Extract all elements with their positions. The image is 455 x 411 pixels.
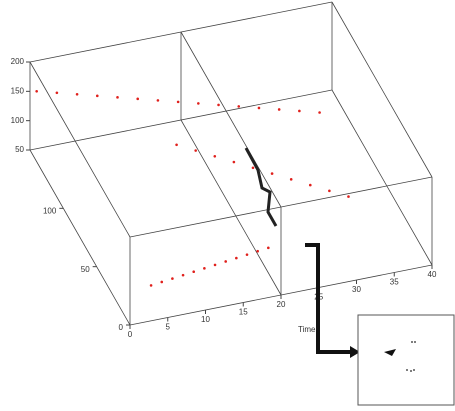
point — [136, 98, 139, 101]
x-axis-label: Time — [298, 325, 316, 334]
box-edge — [332, 2, 432, 177]
z-tick-label: 100 — [11, 116, 25, 125]
x-tick-label: 15 — [239, 308, 248, 317]
y-tick-label: 0 — [119, 323, 124, 332]
point — [96, 95, 99, 98]
point — [35, 90, 38, 93]
callout-arrow — [305, 245, 350, 352]
chart: 200150100501005004035302520151050 Time — [0, 0, 455, 411]
track-mark — [246, 148, 276, 226]
point — [192, 270, 195, 273]
y-tick-label: 100 — [43, 206, 57, 215]
point — [278, 108, 281, 111]
point — [258, 107, 261, 110]
box-edge — [30, 150, 130, 325]
point — [203, 267, 206, 270]
x-tick-label: 20 — [277, 300, 286, 309]
point — [298, 110, 301, 113]
point — [290, 178, 293, 181]
point — [217, 104, 220, 107]
point — [76, 93, 79, 96]
x-tick-label: 0 — [128, 330, 133, 339]
x-tick-label: 5 — [166, 323, 171, 332]
point — [213, 155, 216, 158]
point — [271, 172, 274, 175]
point — [177, 101, 180, 104]
point — [256, 250, 259, 253]
point — [252, 167, 255, 170]
point — [56, 91, 59, 94]
point — [194, 149, 197, 152]
point — [235, 257, 238, 260]
z-tick-label: 150 — [11, 86, 25, 95]
z-tick-label: 50 — [15, 145, 24, 154]
point — [157, 99, 160, 102]
point — [160, 281, 163, 284]
point — [171, 277, 174, 280]
point — [214, 264, 217, 267]
point — [318, 111, 321, 114]
point — [233, 161, 236, 164]
point — [150, 284, 153, 287]
x-tick-label: 30 — [352, 285, 361, 294]
point — [116, 96, 119, 99]
point — [246, 253, 249, 256]
box-edge — [181, 32, 281, 207]
point — [224, 260, 227, 263]
x-tick-label: 35 — [390, 278, 399, 287]
point — [197, 102, 200, 105]
box-edge — [332, 90, 432, 265]
y-tick-label: 50 — [81, 265, 90, 274]
point — [267, 247, 270, 250]
z-tick-label: 200 — [11, 57, 25, 66]
box-edge — [181, 120, 281, 295]
point — [237, 105, 240, 108]
point — [175, 143, 178, 146]
x-tick-label: 40 — [428, 270, 437, 279]
point — [347, 195, 350, 198]
inset-box — [358, 315, 454, 405]
point — [328, 190, 331, 193]
point — [182, 274, 185, 277]
point — [309, 184, 312, 187]
x-tick-label: 10 — [201, 315, 210, 324]
